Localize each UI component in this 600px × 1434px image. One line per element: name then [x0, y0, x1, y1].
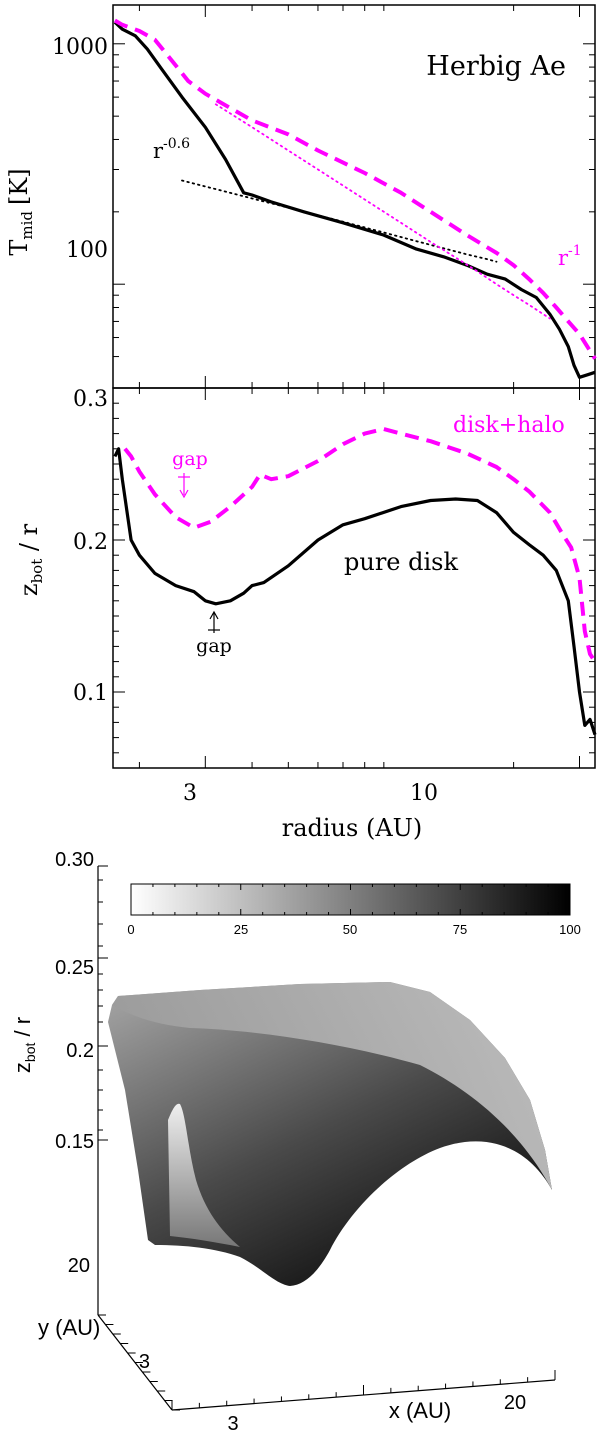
legend-pure-disk: pure disk [344, 548, 458, 576]
x-tick-label: 20 [504, 1392, 526, 1414]
mid-series-pure-disk [113, 447, 597, 736]
colorbar-tick-label: 25 [234, 922, 248, 937]
mid-ylabel-sub: bot [28, 559, 46, 584]
gap-arrow-magenta [178, 473, 190, 499]
top-ylabel-main: T [5, 240, 33, 256]
mid-ylabel-main: z [15, 583, 43, 596]
gap-label-magenta: gap [172, 448, 208, 470]
x-axis-label: x (AU) [389, 1398, 451, 1423]
surface-spike [168, 1103, 240, 1247]
mid-ytick-label: 0.1 [73, 681, 108, 706]
z-tick-label: 0.15 [55, 1131, 94, 1153]
top-ytick-label: 100 [66, 238, 108, 263]
top-series-r-1-fit [214, 103, 551, 320]
y-tick-label: 20 [68, 1255, 90, 1277]
x-tick-label: 3 [227, 1413, 238, 1434]
middle-panel: 0.3 0.2 0.1 3 10 radius (AU) zbot / r di… [15, 387, 597, 842]
top-series-disk-halo [113, 18, 597, 360]
mid-ytick-label: 0.3 [73, 387, 108, 412]
y-axis-label: y (AU) [38, 1315, 100, 1340]
slope-annotation-black: r-0.6 [153, 136, 190, 163]
panel-title: Herbig Ae [426, 51, 566, 82]
surface-panel: 0.30 0.25 0.2 0.15 zbot / r 20 3 y (AU) … [10, 849, 581, 1434]
colorbar-tick-label: 0 [127, 922, 134, 937]
z-tick-label: 0.25 [55, 957, 94, 979]
z-label-sub: bot [22, 1042, 38, 1062]
colorbar-tick-label: 50 [343, 922, 357, 937]
z-tick-label: 0.2 [66, 1040, 94, 1062]
svg-text:zbot / r: zbot / r [15, 523, 46, 596]
x-axis-ticks [171, 1370, 556, 1410]
top-series-r-0-6-fit [181, 179, 498, 263]
top-ylabel-unit: [K] [5, 168, 33, 205]
mid-ylabel: zbot / r [15, 523, 46, 596]
mid-ytick-label: 0.2 [73, 530, 108, 555]
top-panel-series [113, 18, 597, 379]
gap-label-black: gap [196, 635, 232, 657]
mid-ylabel-rest: / r [15, 523, 43, 558]
z-label-main: z [10, 1062, 35, 1073]
colorbar-tick-label: 75 [453, 922, 467, 937]
surface-top-sheet [112, 982, 552, 1190]
mid-series-disk-halo [123, 427, 597, 663]
top-series-pure-disk [113, 21, 596, 379]
surface-plot [108, 982, 552, 1286]
z-axis-ticks [98, 865, 108, 1141]
colorbar-ticks [130, 884, 571, 915]
z-axis-label: zbot / r [10, 1017, 38, 1073]
middle-panel-series [113, 427, 597, 736]
top-panel-ticks [113, 5, 595, 388]
top-ytick-label: 1000 [52, 35, 108, 60]
svg-text:Tmid[K]: Tmid [K] [5, 168, 36, 255]
middle-panel-frame [112, 387, 596, 769]
top-panel: 1000 100 Herbig Ae Tmid [K] r-0.6 r-1 [5, 4, 597, 389]
mid-xtick-label: 10 [410, 781, 438, 806]
mid-xtick-label: 3 [183, 781, 197, 806]
top-ylabel-sub: mid [18, 211, 36, 240]
middle-panel-ticks [113, 387, 595, 768]
svg-text:zbot / r: zbot / r [10, 1017, 38, 1073]
gap-arrow-black [208, 610, 220, 633]
z-tick-label: 0.30 [55, 849, 94, 871]
top-ylabel: Tmid [K] [5, 168, 36, 255]
colorbar-tick-label: 100 [559, 922, 581, 937]
x-axis-label: radius (AU) [282, 814, 423, 842]
y-tick-label: 3 [139, 1351, 150, 1373]
legend-disk-halo: disk+halo [453, 413, 565, 438]
z-label-rest: / r [10, 1017, 35, 1043]
slope-annotation-magenta: r-1 [558, 243, 582, 270]
